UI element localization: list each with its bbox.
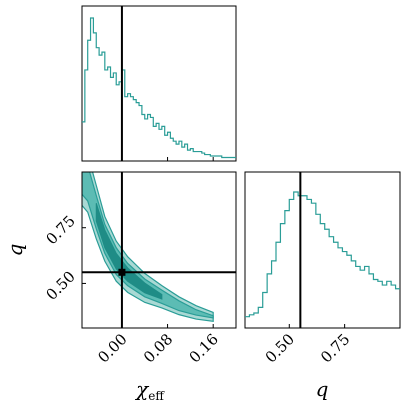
y-tick-label-q: 0.50 bbox=[42, 268, 78, 304]
x-tick-label-chi-eff: 0.08 bbox=[140, 330, 176, 366]
x-tick-label-chi-eff: 0.00 bbox=[94, 330, 130, 366]
panel-hist-q bbox=[244, 171, 401, 329]
y-tick-label-q: 0.75 bbox=[42, 212, 78, 248]
panel-hist-chi-eff-frame bbox=[81, 5, 237, 162]
panel-2d-chi-eff-q bbox=[81, 171, 237, 329]
histogram-chi-eff bbox=[82, 17, 236, 159]
x-axis-label-q: q bbox=[316, 377, 329, 401]
x-axis-label-chi-eff: χeff bbox=[134, 377, 165, 403]
contour-inner bbox=[95, 203, 163, 300]
x-tick-label-q: 0.75 bbox=[317, 330, 353, 366]
panel-2d-frame bbox=[81, 171, 237, 329]
histogram-q bbox=[245, 191, 400, 318]
x-tick-label-chi-eff: 0.16 bbox=[186, 330, 222, 366]
x-tick-labels-q: 0.50 0.75 bbox=[262, 330, 354, 366]
ticks-2d bbox=[82, 227, 214, 328]
y-axis-label-q: q bbox=[3, 244, 27, 257]
panel-hist-chi-eff bbox=[81, 5, 237, 162]
panel-hist-q-frame bbox=[244, 171, 401, 329]
truth-point bbox=[118, 268, 126, 276]
x-tick-labels-chi-eff: 0.00 0.08 0.16 bbox=[94, 330, 222, 366]
y-tick-labels-q: 0.50 0.75 bbox=[42, 212, 78, 304]
ticks-hist-chi-eff bbox=[121, 157, 214, 161]
x-tick-label-q: 0.50 bbox=[262, 330, 298, 366]
ticks-hist-q bbox=[288, 324, 346, 328]
